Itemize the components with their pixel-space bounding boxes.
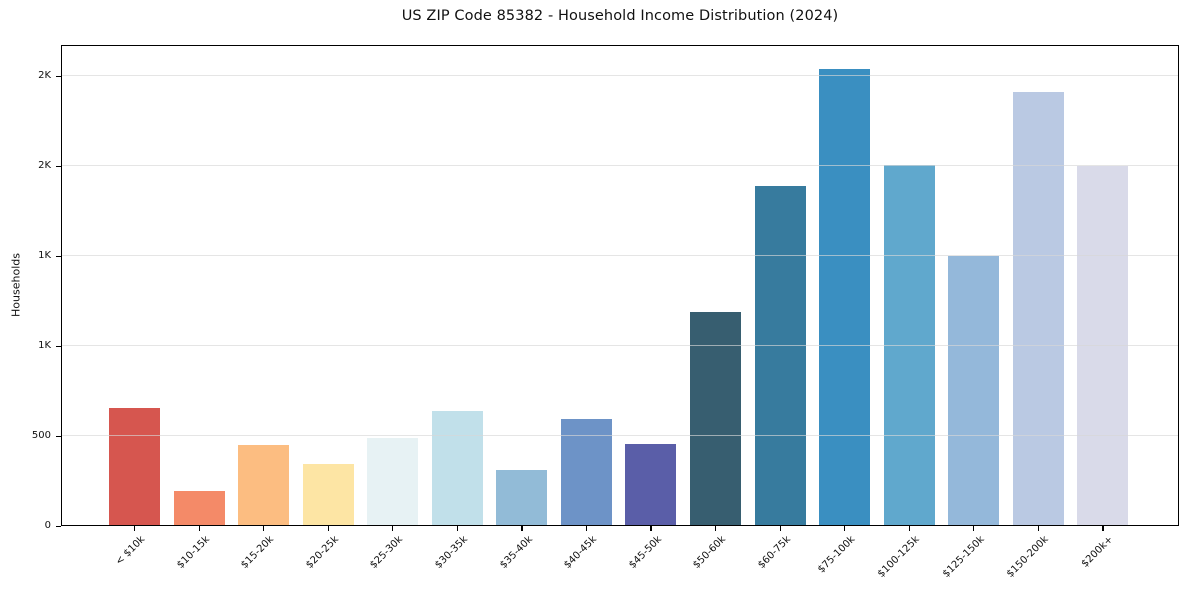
bar: [948, 256, 1000, 526]
bar: [109, 408, 160, 526]
y-tick-label: 2K: [38, 70, 51, 82]
chart-title: US ZIP Code 85382 - Household Income Dis…: [401, 8, 839, 24]
plot-area: [61, 45, 1179, 526]
y-tick-mark: [56, 165, 61, 168]
y-axis-label: Households: [9, 253, 23, 317]
gridline: [61, 435, 1179, 437]
bar: [173, 490, 225, 526]
bar: [302, 463, 354, 526]
x-tick-mark: [263, 526, 265, 531]
bar: [367, 437, 419, 526]
gridline: [61, 345, 1179, 347]
y-tick-mark: [56, 255, 61, 258]
bar: [238, 445, 290, 526]
bar: [625, 444, 677, 526]
x-tick-mark: [327, 526, 329, 531]
y-tick-mark: [56, 435, 61, 437]
x-tick-mark: [198, 526, 200, 531]
x-tick-mark: [779, 526, 781, 531]
x-tick-mark: [521, 526, 523, 531]
gridline: [61, 255, 1179, 257]
bar: [1077, 166, 1129, 526]
bar: [496, 470, 548, 526]
y-tick-label: 1K: [38, 340, 51, 352]
gridline: [61, 75, 1179, 77]
y-tick-label: 2K: [38, 160, 51, 172]
y-tick-mark: [56, 345, 61, 347]
x-tick-mark: [908, 526, 910, 531]
x-tick-mark: [392, 526, 394, 531]
bar: [431, 410, 483, 526]
bar: [560, 419, 612, 526]
x-tick-mark: [456, 526, 459, 531]
bar: [819, 69, 871, 526]
bar: [754, 186, 806, 526]
x-tick-mark: [1037, 526, 1039, 531]
bar: [1012, 91, 1064, 526]
y-tick-mark: [56, 75, 61, 78]
plot-border: [61, 45, 1179, 526]
x-tick-mark: [134, 526, 136, 531]
x-tick-mark: [585, 526, 588, 531]
bar: [689, 312, 741, 526]
x-tick-mark: [650, 526, 652, 531]
y-tick-label: 500: [31, 430, 51, 442]
y-tick-label: 1K: [38, 250, 51, 262]
x-tick-mark: [1102, 526, 1104, 531]
x-tick-mark: [973, 526, 975, 531]
y-tick-label: 0: [44, 520, 51, 531]
y-tick-mark: [56, 525, 61, 527]
x-tick-mark: [714, 526, 717, 531]
gridline: [61, 165, 1179, 167]
x-tick-mark: [844, 526, 846, 531]
